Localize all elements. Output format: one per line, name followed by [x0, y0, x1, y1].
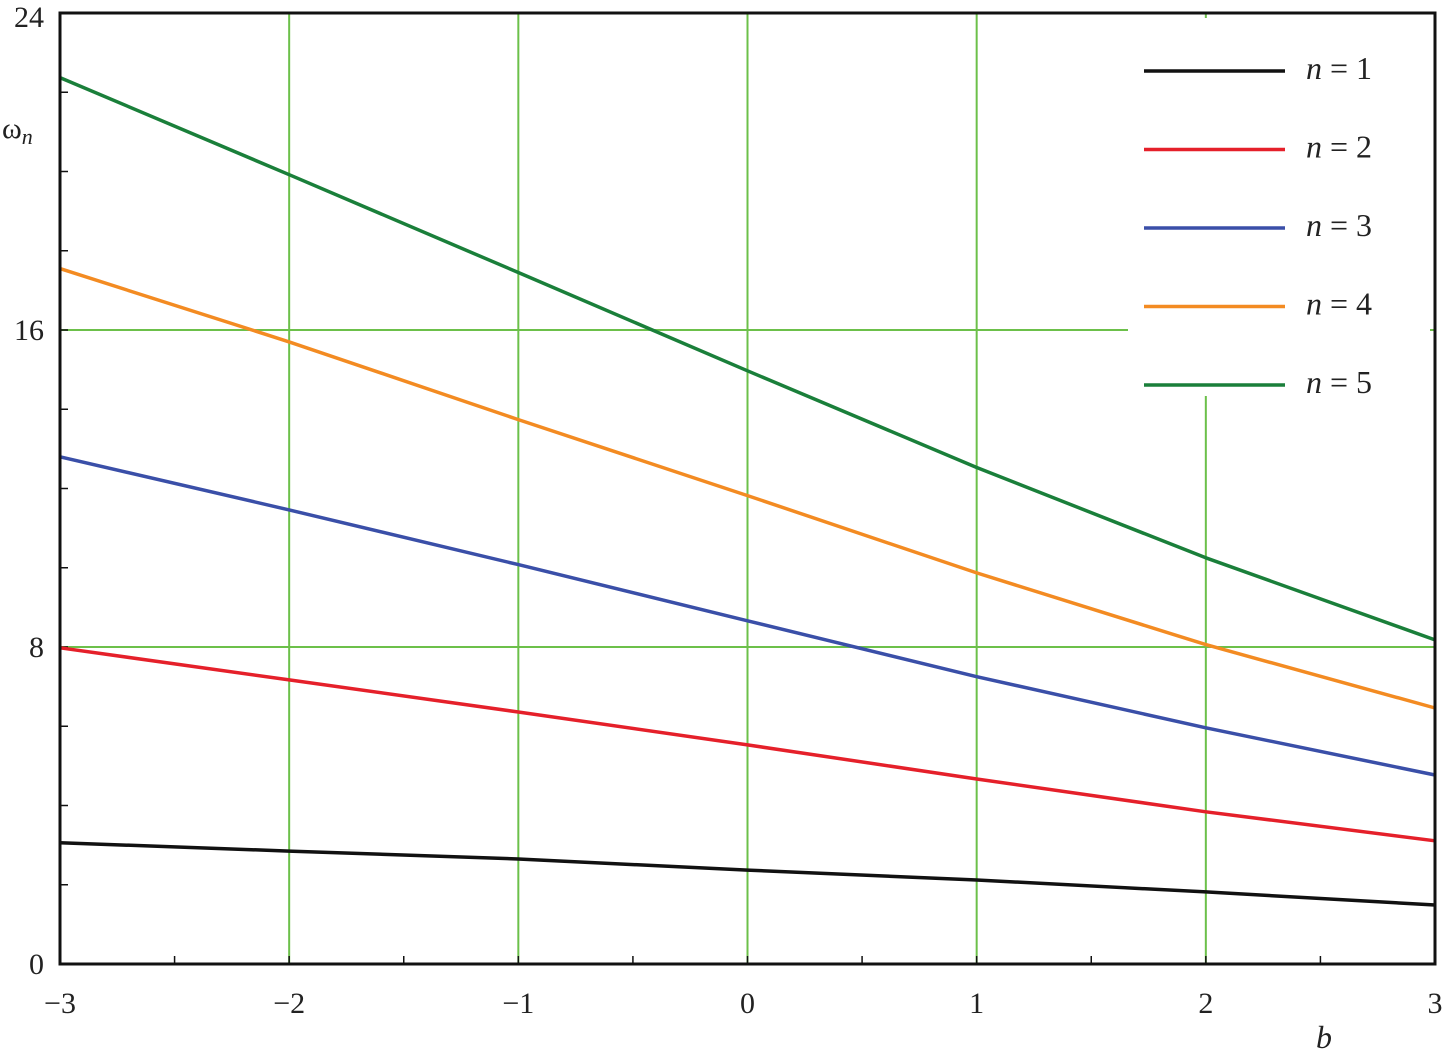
x-tick-label: 1 [969, 987, 984, 1020]
legend-label-n4: n = 4 [1306, 286, 1372, 322]
y-tick-label: 24 [14, 1, 44, 34]
x-axis-label: b [1316, 1019, 1332, 1055]
series-line-n1 [59, 840, 1436, 907]
series-line-n4 [59, 266, 1436, 710]
y-tick-label: 0 [29, 948, 44, 981]
legend-label-n3: n = 3 [1306, 207, 1372, 243]
y-tick-label: 8 [29, 631, 44, 664]
y-tick-label: 16 [14, 314, 44, 347]
legend-background [1128, 18, 1430, 396]
x-tick-label: 0 [740, 987, 755, 1020]
series-line-n3 [59, 455, 1436, 777]
x-tick-label: −3 [44, 987, 76, 1020]
legend-label-n2: n = 2 [1306, 129, 1372, 165]
legend: n = 1 n = 2 n = 3 n = 4 n = 5 [1144, 50, 1372, 400]
y-axis-label-sub: n [22, 124, 33, 149]
series-lines [59, 75, 1436, 907]
x-tick-label: −1 [502, 987, 534, 1020]
series-line-n2 [59, 646, 1436, 843]
y-tick-labels: 0 8 16 24 [14, 1, 44, 981]
y-axis-label-main: ω [2, 112, 22, 145]
y-axis-label: ωn [2, 112, 33, 149]
x-tick-label: 3 [1428, 987, 1443, 1020]
x-tick-label: 2 [1198, 987, 1213, 1020]
x-tick-label: −2 [273, 987, 305, 1020]
legend-label-n5: n = 5 [1306, 364, 1372, 400]
series-line-n5 [59, 75, 1436, 642]
x-tick-labels: −3 −2 −1 0 1 2 3 [44, 987, 1442, 1020]
plot-frame [58, 11, 1437, 966]
legend-label-n1: n = 1 [1306, 50, 1372, 86]
